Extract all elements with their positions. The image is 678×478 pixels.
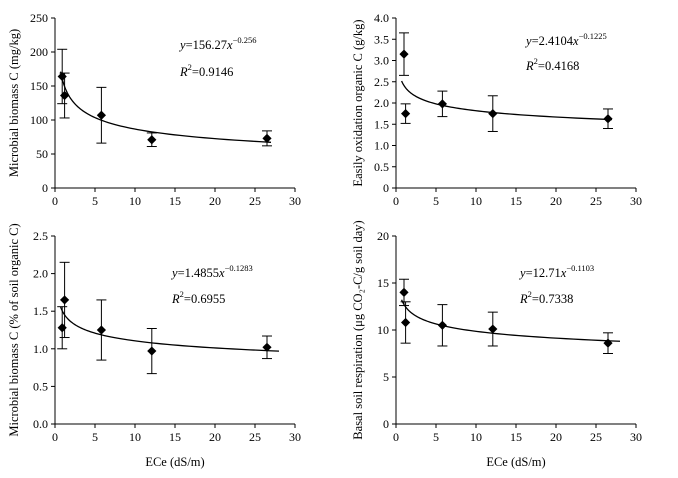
chart-panel-bottom-left: 0.0 0.5 1.0 1.5 2.0 2.5 0 5 10 15 20 25 30 Microbial …	[7, 223, 301, 469]
r2-annotation: R2=0.9146	[179, 62, 233, 79]
y-tick-label: 2.5	[374, 75, 389, 89]
fit-curve	[59, 71, 272, 143]
y-tick-label: 2.0	[33, 267, 48, 281]
data-point	[437, 320, 447, 330]
x-tick-label: 10	[129, 430, 141, 444]
equation-annotation: y=1.4855x−0.1283	[170, 263, 253, 280]
y-tick-label: 0	[42, 181, 48, 195]
x-tick-label: 0	[393, 430, 399, 444]
y-tick-label: 15	[377, 276, 389, 290]
x-tick-label: 30	[630, 430, 642, 444]
data-point	[488, 324, 498, 334]
y-tick-label: 2.5	[33, 229, 48, 243]
data-point	[399, 49, 409, 59]
x-tick-label: 25	[249, 430, 261, 444]
fit-curve	[400, 299, 621, 342]
chart-panel-bottom-right: 0 5 10 15 20 0 5 10 15 20 25 30 Basal soil respirati…	[351, 220, 642, 469]
x-tick-label: 25	[590, 430, 602, 444]
y-tick-label: 250	[30, 11, 48, 25]
y-tick-label: 5	[383, 370, 389, 384]
x-tick-label: 30	[289, 430, 301, 444]
y-tick-label: 150	[30, 79, 48, 93]
y-tick-label: 0.5	[33, 379, 48, 393]
data-point	[437, 99, 447, 109]
x-tick-label: 10	[470, 194, 482, 208]
data-point	[603, 338, 613, 348]
data-point	[488, 109, 498, 119]
data-point	[60, 295, 70, 305]
equation-annotation: y=2.4104x−0.1225	[524, 31, 607, 48]
x-tick-label: 15	[169, 194, 181, 208]
x-tick-label: 15	[510, 194, 522, 208]
y-tick-label: 1.0	[33, 342, 48, 356]
data-point	[60, 90, 70, 101]
data-point	[399, 287, 409, 297]
y-tick-label: 10	[377, 323, 389, 337]
y-tick-label: 0.5	[374, 160, 389, 174]
x-axis-label: ECe (dS/m)	[145, 455, 204, 469]
x-axis-label: ECe (dS/m)	[486, 455, 545, 469]
y-axis-label: Basal soil respiration (μg CO₂-C/g soil …	[351, 220, 365, 439]
r2-annotation: R2=0.7338	[519, 289, 573, 306]
fit-curve	[59, 306, 280, 352]
y-axis-label: Microbial biomass C (% of soil organic C…	[7, 223, 21, 436]
data-point	[262, 133, 272, 143]
x-tick-label: 20	[209, 194, 221, 208]
y-axis-label: Easily oxidation organic C (g/kg)	[351, 19, 365, 186]
y-tick-label: 0.0	[33, 417, 48, 431]
chart-panel-top-right: 0 0.5 1.0 1.5 2.0 2.5 3.0 3.5 4.0 0 5 10 15 20 25 30 Eas…	[351, 11, 642, 208]
y-tick-label: 3.5	[374, 32, 389, 46]
x-tick-label: 5	[92, 194, 98, 208]
x-tick-label: 5	[92, 430, 98, 444]
data-point	[147, 346, 157, 356]
y-tick-label: 3.0	[374, 54, 389, 68]
y-tick-label: 1.5	[374, 117, 389, 131]
data-point	[57, 323, 67, 333]
data-point	[96, 110, 106, 120]
data-point	[401, 109, 411, 119]
equation-annotation: y=156.27x−0.256	[178, 35, 256, 52]
y-tick-label: 0	[383, 181, 389, 195]
y-tick-label: 1.5	[33, 304, 48, 318]
x-tick-label: 5	[433, 430, 439, 444]
x-tick-label: 15	[169, 430, 181, 444]
x-tick-label: 10	[470, 430, 482, 444]
chart-panel-top-left: 0 50 100 150 200 250 0 5 10 15 20 25 30 Microbial bio…	[7, 11, 301, 208]
data-point	[262, 342, 272, 352]
r2-annotation: R2=0.4168	[525, 56, 579, 73]
x-tick-label: 20	[209, 430, 221, 444]
y-tick-label: 0	[383, 417, 389, 431]
y-tick-label: 20	[377, 229, 389, 243]
y-tick-label: 50	[36, 147, 48, 161]
y-axis-label: Microbial biomass C (mg/kg)	[7, 29, 21, 177]
fit-curve	[401, 80, 613, 121]
x-tick-label: 10	[129, 194, 141, 208]
x-tick-label: 0	[52, 430, 58, 444]
data-point	[401, 317, 411, 328]
x-tick-label: 25	[590, 194, 602, 208]
x-tick-label: 30	[630, 194, 642, 208]
x-tick-label: 5	[433, 194, 439, 208]
equation-annotation: y=12.71x−0.1103	[518, 263, 594, 280]
y-tick-label: 1.0	[374, 139, 389, 153]
x-tick-label: 0	[393, 194, 399, 208]
data-point	[147, 135, 157, 145]
y-tick-label: 2.0	[374, 96, 389, 110]
y-tick-label: 100	[30, 113, 48, 127]
data-point	[603, 114, 613, 124]
x-tick-label: 25	[249, 194, 261, 208]
x-tick-label: 15	[510, 430, 522, 444]
x-tick-label: 20	[550, 430, 562, 444]
y-tick-label: 200	[30, 45, 48, 59]
x-tick-label: 0	[52, 194, 58, 208]
y-tick-label: 4.0	[374, 11, 389, 25]
r2-annotation: R2=0.6955	[171, 289, 225, 306]
x-tick-label: 20	[550, 194, 562, 208]
data-point	[96, 325, 106, 335]
x-tick-label: 30	[289, 194, 301, 208]
